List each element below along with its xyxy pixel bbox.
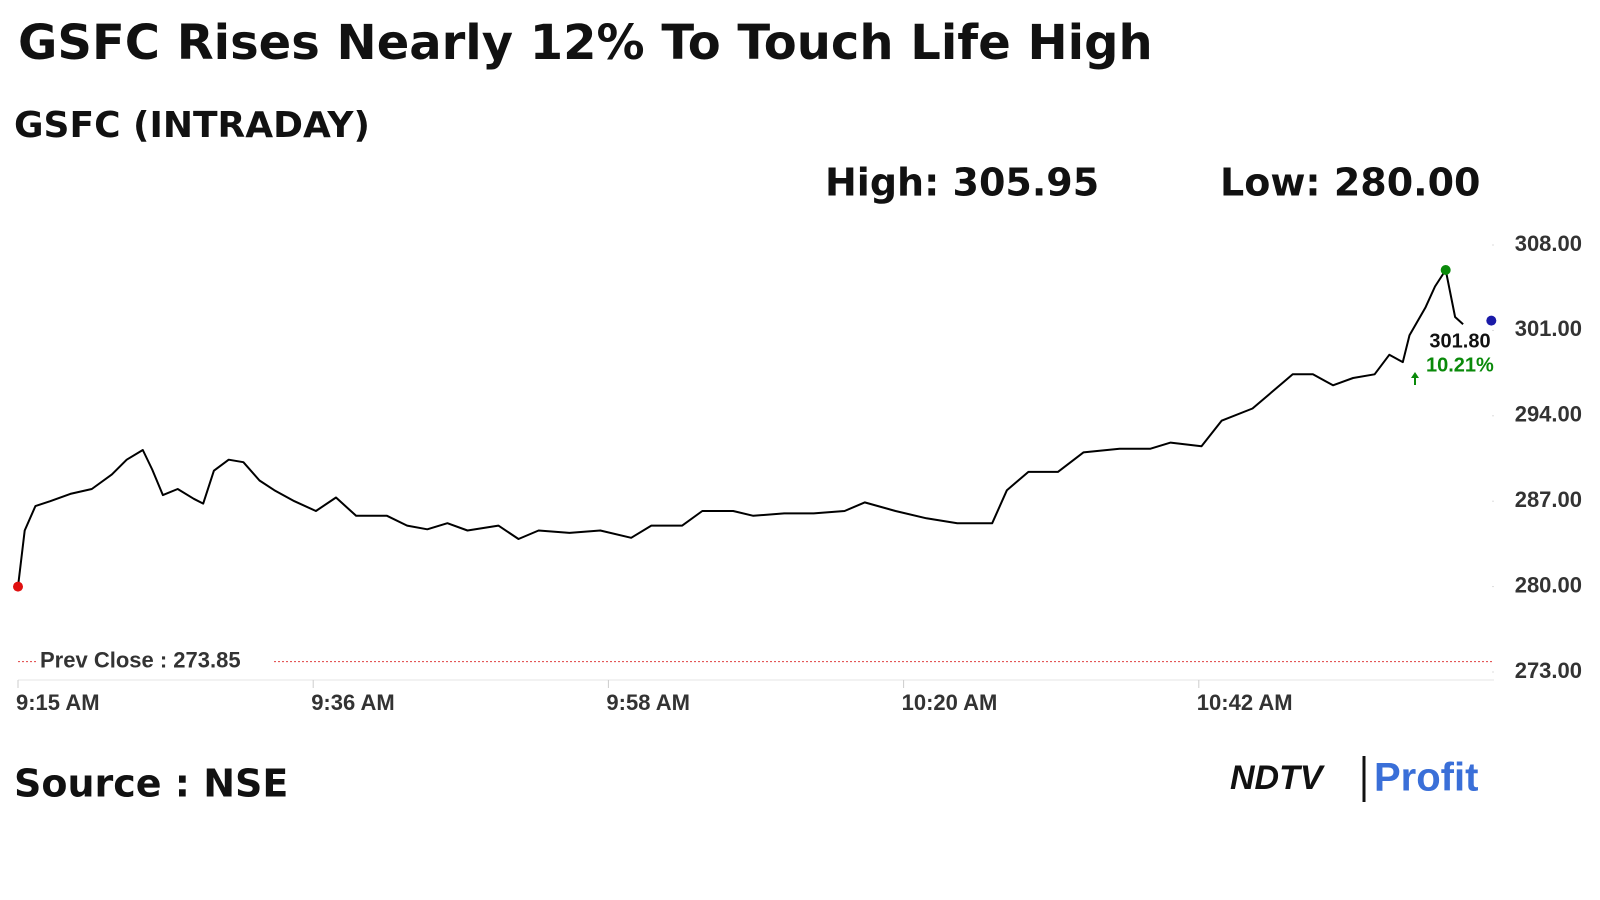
- y-tick-label: 273.00: [1515, 658, 1582, 683]
- y-tick-label: 308.00: [1515, 231, 1582, 256]
- y-tick-label: 301.00: [1515, 316, 1582, 341]
- x-tick-label: 9:36 AM: [311, 690, 395, 715]
- marker-dot: [1440, 265, 1451, 276]
- source: Source : NSE: [14, 762, 288, 806]
- logo-ndtv: NDTV: [1230, 759, 1326, 797]
- up-arrow: [1411, 372, 1419, 385]
- price-line: [17, 269, 1464, 587]
- y-tick-label: 287.00: [1515, 487, 1582, 512]
- logo-profit: Profit: [1374, 756, 1478, 800]
- chart-title: GSFC Rises Nearly 12% To Touch Life High: [18, 15, 1153, 71]
- change-label: 10.21%: [1426, 354, 1494, 376]
- marker-dot: [13, 581, 23, 592]
- y-tick-label: 294.00: [1515, 402, 1582, 427]
- prev-close-bg: [36, 647, 272, 676]
- last-price-label: 301.80: [1429, 330, 1490, 352]
- x-tick-label: 9:58 AM: [606, 690, 690, 715]
- prev-close-label: Prev Close : 273.85: [40, 647, 241, 672]
- x-tick-label: 10:20 AM: [902, 690, 998, 715]
- x-tick-label: 9:15 AM: [16, 690, 100, 715]
- marker-dot: [1486, 315, 1497, 326]
- chart-subtitle: GSFC (INTRADAY): [14, 105, 370, 146]
- x-tick-label: 10:42 AM: [1197, 690, 1293, 715]
- low-label: Low: 280.00: [1220, 161, 1481, 205]
- y-tick-label: 280.00: [1515, 572, 1582, 597]
- high-label: High: 305.95: [825, 161, 1099, 205]
